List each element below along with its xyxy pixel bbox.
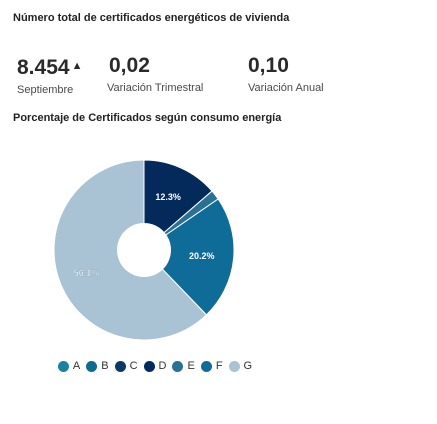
kpi-total-value: 8.454: [17, 56, 70, 79]
legend-item-f[interactable]: F: [200, 360, 223, 372]
legend-item-a[interactable]: A: [57, 360, 81, 372]
donut-hole: [117, 223, 171, 277]
pie-data-label-f: 20.2%: [189, 251, 215, 261]
legend-swatch-g: [228, 360, 240, 372]
kpi-annual-label: Variación Anual: [248, 82, 324, 94]
legend-swatch-e: [172, 360, 184, 372]
chart-legend: A B C D E F G: [40, 360, 270, 372]
chart-title: Porcentaje de Certificados según consumo…: [13, 112, 282, 124]
pie-slice-d[interactable]: [143, 159, 213, 252]
legend-label-d: D: [158, 360, 167, 372]
legend-item-c[interactable]: C: [114, 360, 138, 372]
legend-item-g[interactable]: G: [228, 360, 253, 372]
kpi-annual: 0,10 Variación Anual: [248, 54, 324, 94]
legend-label-c: C: [129, 360, 138, 372]
kpi-annual-value: 0,10: [248, 54, 289, 77]
legend-swatch-d: [143, 360, 155, 372]
legend-swatch-b: [86, 360, 98, 372]
kpi-row: 8.454 ▲ Septiembre 0,02 Variación Trimest…: [0, 54, 437, 98]
legend-swatch-f: [200, 360, 212, 372]
page-title: Número total de certificados energéticos…: [13, 12, 290, 24]
legend-label-f: F: [215, 360, 223, 372]
legend-label-b: B: [101, 360, 109, 372]
kpi-quarterly: 0,02 Variación Trimestral: [107, 54, 203, 94]
kpi-total-label: Septiembre: [17, 84, 74, 96]
legend-item-d[interactable]: D: [143, 360, 167, 372]
legend-label-g: G: [243, 360, 253, 372]
kpi-total-value-row: 8.454 ▲: [17, 54, 82, 80]
legend-item-e[interactable]: E: [172, 360, 195, 372]
legend-label-e: E: [187, 360, 195, 372]
kpi-total: 8.454 ▲ Septiembre: [17, 54, 82, 96]
pie-chart: 12.3% 20.2% 56.1%: [53, 159, 235, 341]
legend-item-b[interactable]: B: [86, 360, 109, 372]
pie-slice-f[interactable]: [143, 198, 235, 316]
legend-swatch-c: [114, 360, 126, 372]
kpi-quarterly-value: 0,02: [109, 54, 150, 77]
trend-up-icon: ▲: [71, 60, 83, 72]
legend-label-a: A: [72, 360, 81, 372]
pie-data-label-d: 12.3%: [155, 192, 181, 202]
pie-data-label-g: 56.1%: [74, 268, 100, 278]
legend-swatch-a: [57, 360, 69, 372]
kpi-quarterly-label: Variación Trimestral: [107, 82, 204, 94]
